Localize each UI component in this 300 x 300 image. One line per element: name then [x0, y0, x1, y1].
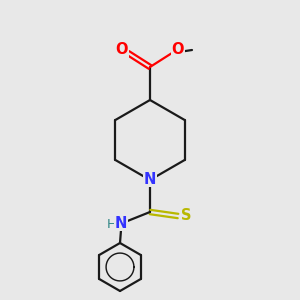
Text: O: O	[172, 43, 184, 58]
Text: N: N	[115, 215, 127, 230]
Text: H: H	[107, 218, 117, 230]
Text: N: N	[144, 172, 156, 187]
Text: O: O	[116, 43, 128, 58]
Text: S: S	[181, 208, 191, 224]
